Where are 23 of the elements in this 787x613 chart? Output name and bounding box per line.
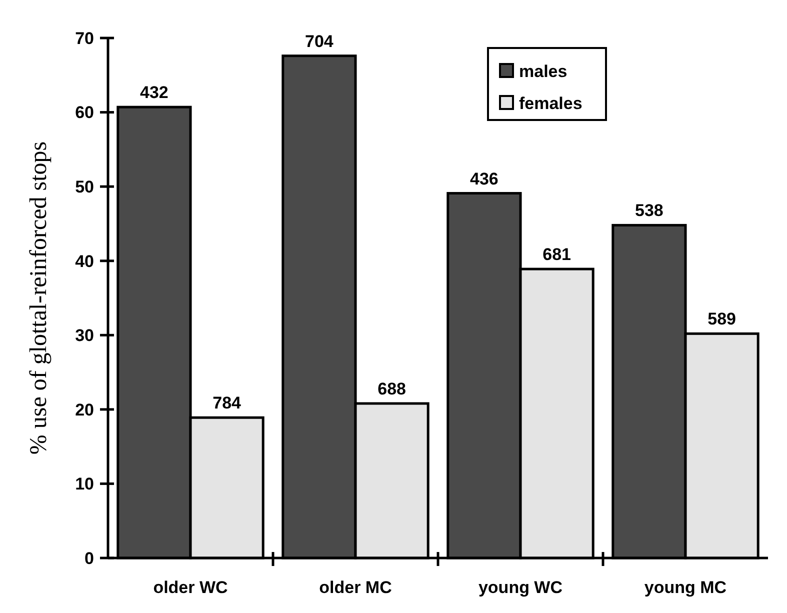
annotation: 538 xyxy=(635,201,664,220)
annotation: 436 xyxy=(470,169,498,188)
annotation: 681 xyxy=(542,245,571,264)
y-tick-label: 30 xyxy=(75,326,94,346)
annotation: 784 xyxy=(212,394,242,413)
y-axis-title: % use of glottal-reinforced stops xyxy=(26,141,52,455)
x-tick-label: young MC xyxy=(644,578,727,597)
y-tick-label: 0 xyxy=(84,548,94,568)
annotation: 589 xyxy=(708,310,736,329)
y-tick-label: 60 xyxy=(75,103,94,122)
annotation: 704 xyxy=(305,32,334,51)
y-tick-label: 40 xyxy=(75,252,94,271)
x-tick-label: young WC xyxy=(478,578,563,597)
y-tick-label: 50 xyxy=(75,178,94,197)
annotation: 432 xyxy=(140,83,168,102)
y-tick-label: 10 xyxy=(75,474,94,494)
x-tick-label: older MC xyxy=(319,578,392,597)
x-tick-label: older WC xyxy=(153,578,228,597)
legend-label: females xyxy=(519,94,582,113)
y-tick-label: 20 xyxy=(75,400,94,420)
annotation: 688 xyxy=(378,379,406,398)
y-tick-label: 70 xyxy=(75,28,94,48)
legend-label: males xyxy=(519,62,568,81)
